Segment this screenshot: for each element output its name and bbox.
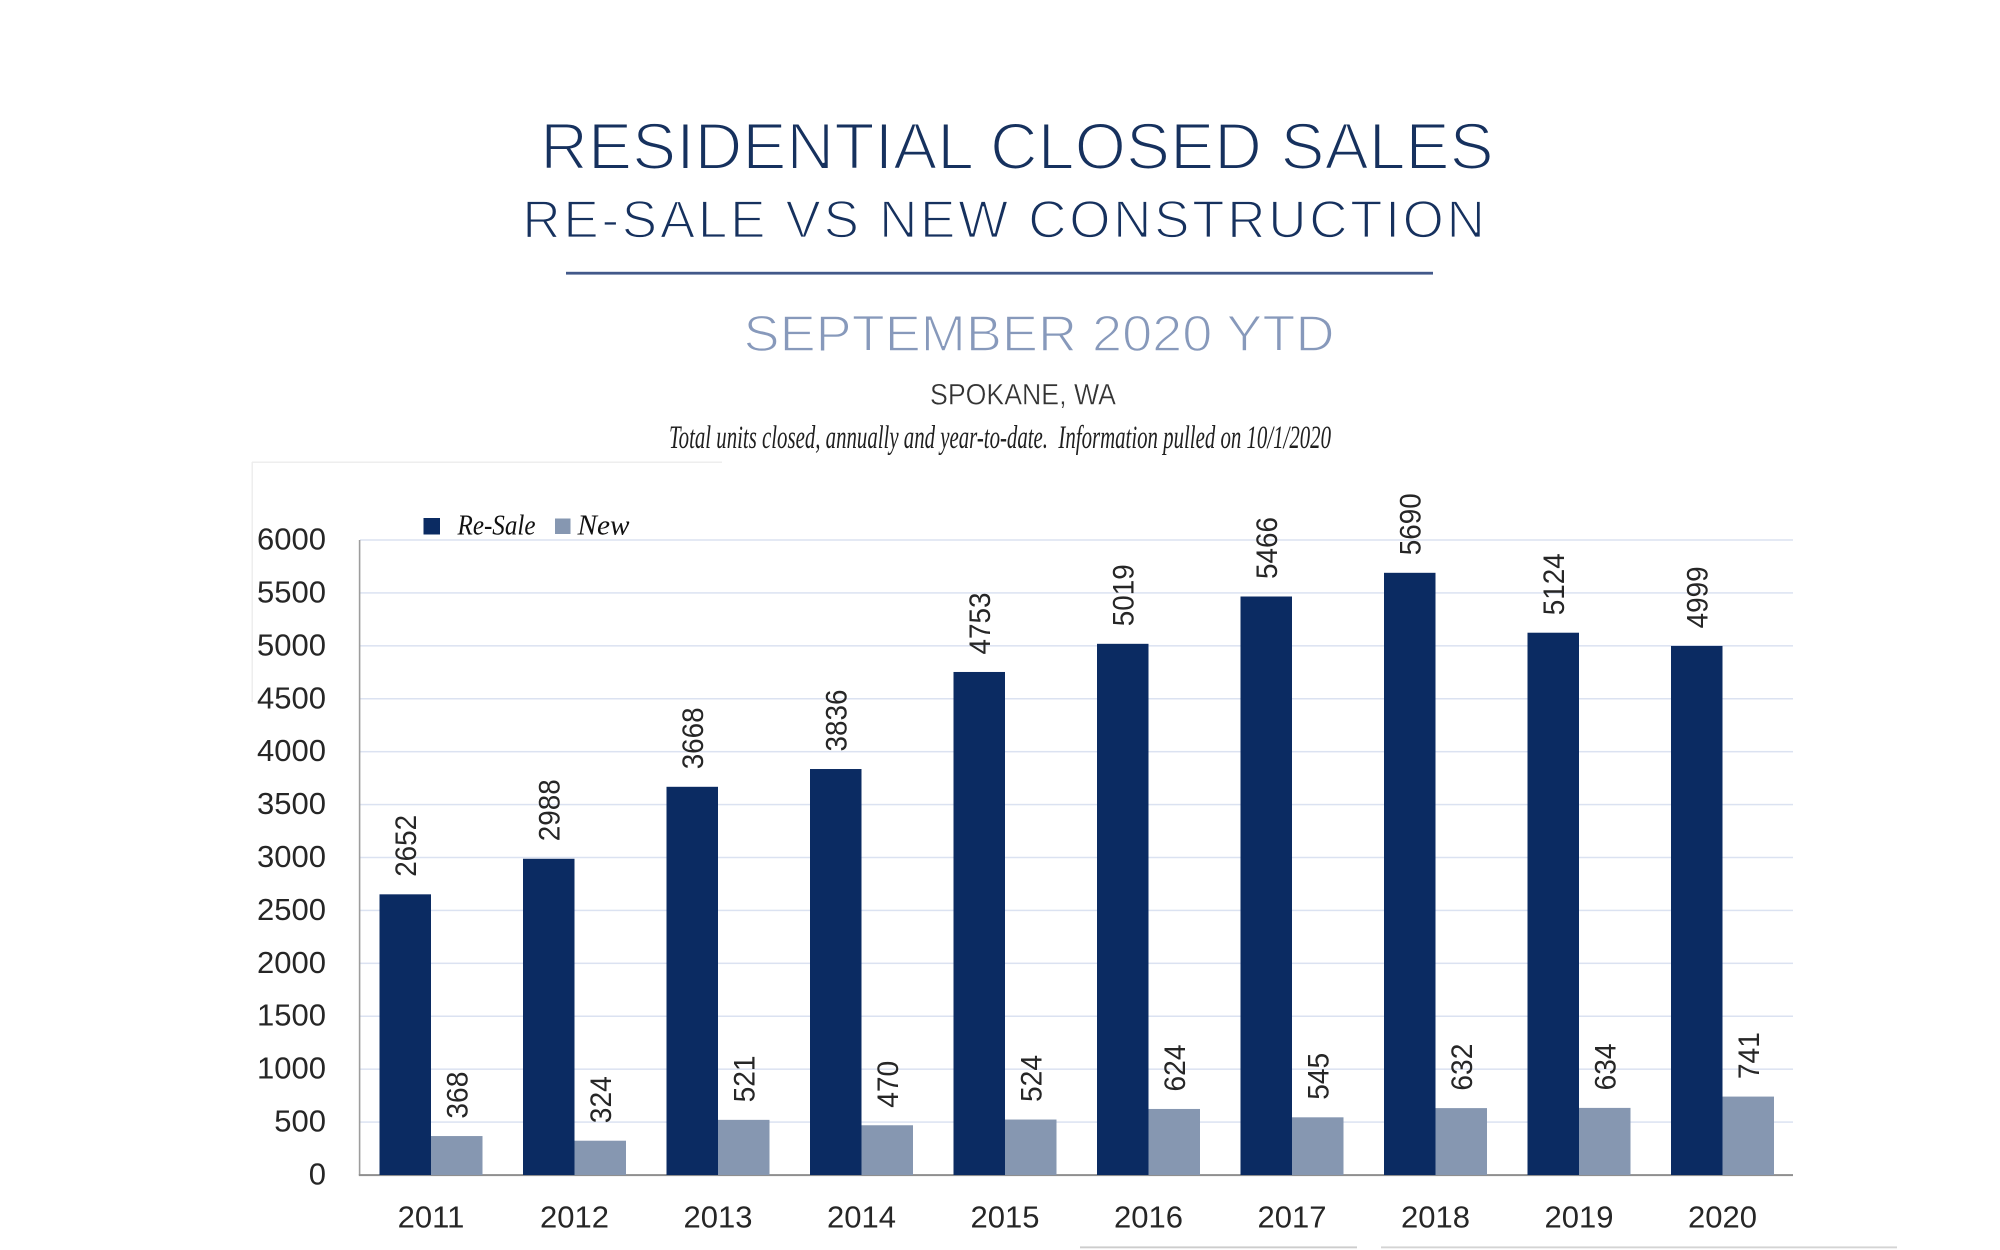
svg-text:524: 524 (1015, 1055, 1048, 1102)
svg-text:3500: 3500 (257, 786, 326, 821)
svg-text:2016: 2016 (1114, 1200, 1183, 1235)
svg-text:RESIDENTIAL CLOSED SALES: RESIDENTIAL CLOSED SALES (540, 109, 1494, 183)
svg-text:0: 0 (309, 1157, 326, 1192)
svg-text:2012: 2012 (540, 1200, 609, 1235)
svg-text:2014: 2014 (827, 1200, 896, 1235)
svg-text:2015: 2015 (971, 1200, 1040, 1235)
svg-text:5124: 5124 (1538, 553, 1571, 615)
svg-text:624: 624 (1159, 1045, 1192, 1092)
svg-text:324: 324 (585, 1076, 618, 1123)
svg-text:2500: 2500 (257, 892, 326, 927)
svg-text:2019: 2019 (1545, 1200, 1614, 1235)
svg-text:SEPTEMBER 2020 YTD: SEPTEMBER 2020 YTD (744, 305, 1335, 362)
svg-text:Re-Sale: Re-Sale (457, 510, 536, 542)
svg-text:3668: 3668 (677, 707, 710, 769)
svg-text:2020: 2020 (1688, 1200, 1757, 1235)
svg-text:2652: 2652 (390, 815, 423, 877)
svg-text:2013: 2013 (684, 1200, 753, 1235)
svg-text:1000: 1000 (257, 1051, 326, 1086)
svg-text:368: 368 (441, 1072, 474, 1119)
svg-text:634: 634 (1589, 1043, 1622, 1090)
svg-text:500: 500 (274, 1104, 326, 1139)
svg-text:New: New (576, 510, 630, 542)
svg-text:545: 545 (1302, 1053, 1335, 1100)
svg-text:4999: 4999 (1681, 566, 1714, 628)
svg-text:4500: 4500 (257, 680, 326, 715)
svg-text:2011: 2011 (398, 1200, 465, 1235)
svg-text:4000: 4000 (257, 733, 326, 768)
svg-text:2988: 2988 (533, 779, 566, 841)
svg-text:2018: 2018 (1401, 1200, 1470, 1235)
svg-text:470: 470 (872, 1061, 905, 1108)
svg-text:Total units closed, annually a: Total units closed, annually and year-to… (669, 420, 1331, 456)
svg-text:5500: 5500 (257, 574, 326, 609)
svg-text:632: 632 (1446, 1044, 1479, 1091)
svg-text:3836: 3836 (820, 690, 853, 752)
svg-text:5466: 5466 (1251, 517, 1284, 579)
svg-text:741: 741 (1733, 1032, 1766, 1079)
svg-text:1500: 1500 (257, 998, 326, 1033)
svg-text:3000: 3000 (257, 839, 326, 874)
svg-text:2000: 2000 (257, 945, 326, 980)
svg-text:5000: 5000 (257, 627, 326, 662)
svg-text:4753: 4753 (964, 593, 997, 655)
svg-text:5690: 5690 (1394, 493, 1427, 555)
svg-text:SPOKANE, WA: SPOKANE, WA (930, 379, 1116, 412)
svg-text:2017: 2017 (1258, 1200, 1327, 1235)
svg-text:6000: 6000 (257, 522, 326, 557)
svg-text:5019: 5019 (1107, 564, 1140, 626)
svg-text:521: 521 (728, 1055, 761, 1102)
svg-text:RE-SALE VS NEW CONSTRUCTION: RE-SALE VS NEW CONSTRUCTION (522, 191, 1487, 250)
